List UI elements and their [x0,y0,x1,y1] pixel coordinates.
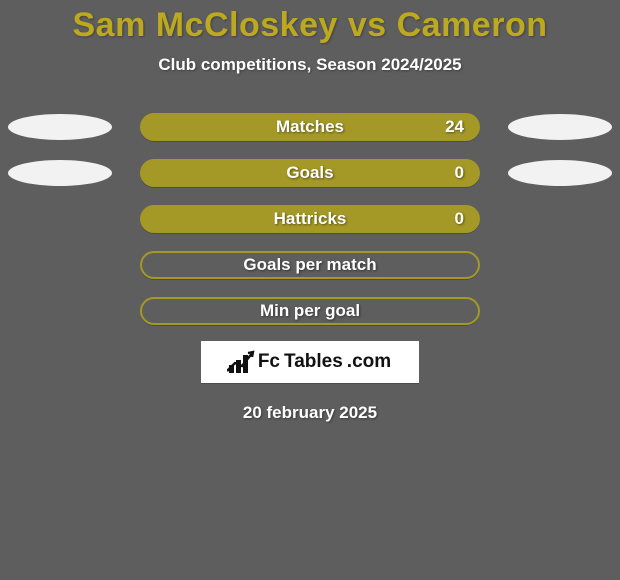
stat-bar: Matches 24 [140,113,480,141]
stat-row: Hattricks 0 [0,205,620,233]
comparison-infographic: Sam McCloskey vs Cameron Club competitio… [0,0,620,580]
stat-label: Goals per match [243,255,376,275]
stat-label: Hattricks [274,209,347,229]
logo-text-fc: Fc [258,351,280,373]
ellipse-right [508,160,612,186]
subtitle: Club competitions, Season 2024/2025 [0,55,620,75]
stat-bar: Min per goal [140,297,480,325]
page-title: Sam McCloskey vs Cameron [0,0,620,45]
stat-bar: Goals 0 [140,159,480,187]
stat-value: 0 [455,209,464,229]
stat-rows: Matches 24 Goals 0 Hattricks 0 Goals per match… [0,113,620,325]
stat-label: Matches [276,117,344,137]
logo-badge: FcTables.com [201,341,419,383]
stat-bar: Hattricks 0 [140,205,480,233]
ellipse-left [8,114,112,140]
stat-bar: Goals per match [140,251,480,279]
stat-row: Goals 0 [0,159,620,187]
ellipse-right [508,114,612,140]
stat-label: Goals [286,163,333,183]
ellipse-left [8,160,112,186]
logo-text-dotcom: .com [347,351,391,373]
stat-row: Min per goal [0,297,620,325]
logo-text-tables: Tables [284,351,343,373]
barchart-icon [229,351,248,373]
stat-value: 0 [455,163,464,183]
stat-label: Min per goal [260,301,360,321]
stat-value: 24 [445,117,464,137]
trendline-icon [227,349,257,373]
footer-date: 20 february 2025 [0,403,620,423]
stat-row: Matches 24 [0,113,620,141]
logo-badge-wrap: FcTables.com [0,341,620,383]
stat-row: Goals per match [0,251,620,279]
